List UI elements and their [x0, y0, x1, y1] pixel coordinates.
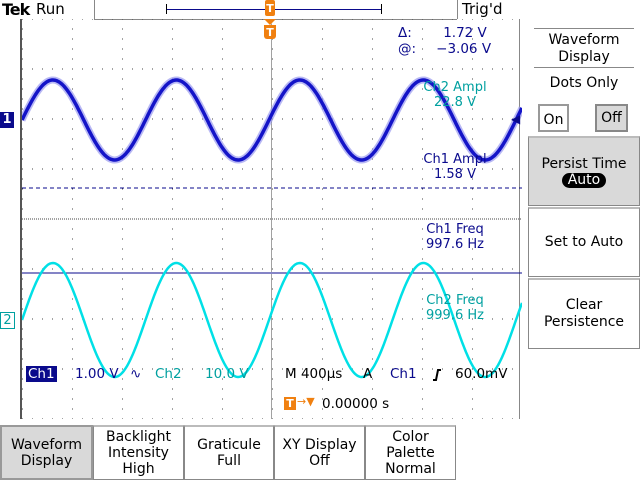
set-to-auto-button[interactable]: Set to Auto — [528, 207, 640, 277]
trigger-level: 60.0mV — [455, 366, 508, 382]
trigger-position-value: 0.00000 s — [322, 396, 390, 412]
ch2-ground-marker[interactable]: 2 — [0, 312, 15, 329]
divider — [457, 0, 458, 19]
at-value: −3.06 V — [436, 41, 492, 57]
bottom-color-palette-button[interactable]: Color Palette Normal — [365, 425, 456, 480]
persist-value: Auto — [561, 172, 607, 188]
ch1-label: Ch1 — [26, 366, 57, 382]
dots-only-label: Dots Only — [549, 75, 619, 91]
brand-logo: Tek — [2, 0, 30, 19]
measurement-ch1-ampl: Ch1 Ampl 1.58 V — [423, 152, 487, 182]
trigger-marker-icon: T — [264, 19, 276, 41]
at-label: @: — [398, 41, 417, 57]
measurement-ch1-freq: Ch1 Freq 997.6 Hz — [426, 222, 484, 252]
trigger-source: Ch1 — [390, 366, 417, 382]
dots-on-button[interactable]: On — [538, 104, 569, 132]
ch2-scale: 10.0 V — [205, 366, 249, 382]
delta-label: Δ: — [398, 25, 412, 41]
trigger-position-icon: T — [284, 397, 296, 410]
trigger-mode: A — [363, 366, 373, 382]
clear-persistence-button[interactable]: Clear Persistence — [528, 278, 640, 349]
bandwidth-limit-icon: ∿ — [130, 366, 142, 382]
bottom-xy-display-button[interactable]: XY Display Off — [274, 425, 365, 480]
measurement-ch2-freq: Ch2 Freq 999.6 Hz — [426, 293, 484, 323]
delta-value: 1.72 V — [443, 25, 487, 41]
waveform-area — [22, 19, 522, 419]
ch1-ground-marker[interactable]: 1 — [0, 112, 14, 128]
bottom-waveform-display-button[interactable]: Waveform Display — [0, 425, 93, 480]
trigger-level-arrow-icon: ◀ — [511, 112, 521, 126]
persist-label: Persist Time — [541, 155, 627, 172]
cursor-readout: Δ: 1.72 V @: −3.06 V — [398, 25, 491, 57]
ch1-waveform — [22, 78, 522, 162]
bottom-graticule-button[interactable]: Graticule Full — [184, 425, 274, 480]
trigger-position-icon: T — [265, 0, 275, 16]
ch2-label: Ch2 — [155, 366, 182, 382]
trigger-status: Trig'd — [462, 0, 503, 18]
graticule-display — [20, 19, 522, 419]
status-bar: Tek Run T Trig'd — [0, 0, 640, 19]
acquisition-state: Run — [36, 0, 65, 18]
side-menu-title: Waveform Display — [534, 28, 634, 68]
timebase-scale: M 400µs — [285, 366, 343, 382]
ch2-waveform — [22, 261, 522, 379]
bottom-backlight-button[interactable]: Backlight Intensity High — [93, 425, 184, 480]
ch1-scale: 1.00 V — [75, 366, 119, 382]
persist-time-button[interactable]: Persist Time Auto — [528, 136, 640, 206]
divider — [94, 0, 95, 19]
measurement-ch2-ampl: Ch2 Ampl 22.8 V — [423, 80, 487, 110]
arrow-to-trigger-icon: →▼ — [297, 395, 315, 408]
graticule-grid — [22, 19, 522, 419]
rising-edge-icon — [433, 369, 441, 381]
dots-off-button[interactable]: Off — [595, 104, 628, 132]
